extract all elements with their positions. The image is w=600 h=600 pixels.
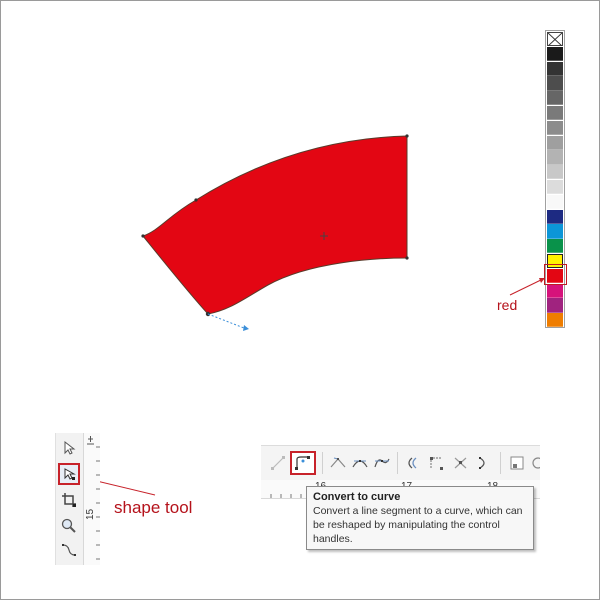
swatch-magenta[interactable] [547, 283, 563, 298]
select-all-nodes-button[interactable] [506, 453, 528, 473]
separator [397, 452, 398, 474]
node-top-right[interactable] [405, 134, 409, 138]
toolbox [55, 433, 83, 565]
join-icon [479, 457, 485, 469]
pointer-arrow-icon [64, 440, 76, 455]
symmetric-node-icon [374, 458, 390, 468]
swatch-gray-60[interactable] [547, 106, 563, 121]
tooltip-line: be reshaped by manipulating the control [313, 519, 500, 531]
red-annotation-arrow [509, 277, 546, 296]
extract-subpath-button[interactable] [450, 453, 472, 473]
swatch-gray-70[interactable] [547, 91, 563, 106]
curve-segment-icon [295, 456, 310, 470]
swatch-sky-blue[interactable] [547, 224, 563, 239]
shape-node-icon [64, 468, 76, 480]
node-left[interactable] [141, 234, 145, 238]
swatch-orange[interactable] [547, 313, 563, 328]
cusp-node-button[interactable] [327, 453, 349, 473]
crop-icon [62, 493, 76, 507]
swatch-none[interactable] [547, 32, 563, 47]
vertical-ruler-ticks [87, 436, 100, 560]
extract-icon [454, 457, 467, 469]
control-handle-arrow[interactable] [243, 325, 249, 331]
line-segment-icon [271, 456, 285, 470]
convert-to-curve-tooltip: Convert to curve Convert a line segment … [306, 486, 534, 550]
smooth-node-button[interactable] [349, 453, 371, 473]
convert-to-curve-button[interactable] [290, 451, 316, 475]
overflow-button[interactable] [529, 453, 540, 473]
red-curved-shape[interactable] [142, 135, 408, 315]
swatch-black[interactable] [547, 46, 563, 62]
color-palette [545, 30, 565, 328]
crop-tool[interactable] [58, 489, 80, 511]
swatch-green[interactable] [547, 239, 563, 254]
swatch-gray-80[interactable] [547, 76, 563, 91]
vertical-ruler [83, 433, 100, 565]
tooltip-line: handles. [313, 533, 353, 545]
swatch-gray-20[interactable] [547, 165, 563, 180]
tooltip-title: Convert to curve [313, 491, 401, 503]
control-handle-line [207, 313, 245, 329]
shape-tool-label: shape tool [114, 498, 193, 517]
separator [322, 452, 323, 474]
ruler-origin-icon [87, 436, 94, 445]
pick-tool[interactable] [58, 437, 80, 459]
separator [500, 452, 501, 474]
magnifier-icon [61, 518, 76, 533]
swatch-gray-50[interactable] [547, 120, 563, 136]
swatch-gray-10[interactable] [547, 180, 563, 195]
convert-to-line-button[interactable] [267, 453, 289, 473]
swatch-red[interactable] [547, 268, 563, 284]
zoom-tool[interactable] [58, 515, 80, 537]
vertical-ruler-label: 15 [85, 508, 96, 520]
shape-tool[interactable] [58, 463, 80, 485]
red-arrowhead [539, 278, 545, 283]
circle-partial-icon [532, 457, 540, 469]
node-bottom-right[interactable] [405, 256, 409, 260]
smooth-node-icon [352, 460, 368, 468]
swatch-gray-30[interactable] [547, 150, 563, 165]
curve-line-icon [62, 544, 76, 556]
reverse-direction-button[interactable] [402, 453, 424, 473]
extend-curve-button[interactable] [426, 453, 448, 473]
swatch-purple[interactable] [547, 298, 563, 313]
extend-curve-icon [430, 457, 443, 470]
center-marker [320, 232, 328, 240]
swatch-gray-40[interactable] [547, 135, 563, 150]
select-nodes-icon [510, 456, 524, 470]
property-bar [261, 445, 540, 481]
node-top-left[interactable] [194, 198, 198, 202]
cusp-node-icon [330, 457, 346, 468]
symmetrical-node-button[interactable] [371, 453, 393, 473]
freehand-tool[interactable] [58, 539, 80, 561]
swatch-navy[interactable] [547, 209, 563, 224]
no-color-icon [547, 32, 563, 47]
reverse-icon [408, 457, 417, 469]
swatch-gray-90[interactable] [547, 61, 563, 76]
swatch-white[interactable] [547, 194, 563, 210]
red-swatch-highlight [544, 264, 567, 285]
join-nodes-button[interactable] [473, 453, 495, 473]
tooltip-line: Convert a line segment to a curve, which… [313, 505, 523, 517]
red-label: red [497, 297, 518, 313]
